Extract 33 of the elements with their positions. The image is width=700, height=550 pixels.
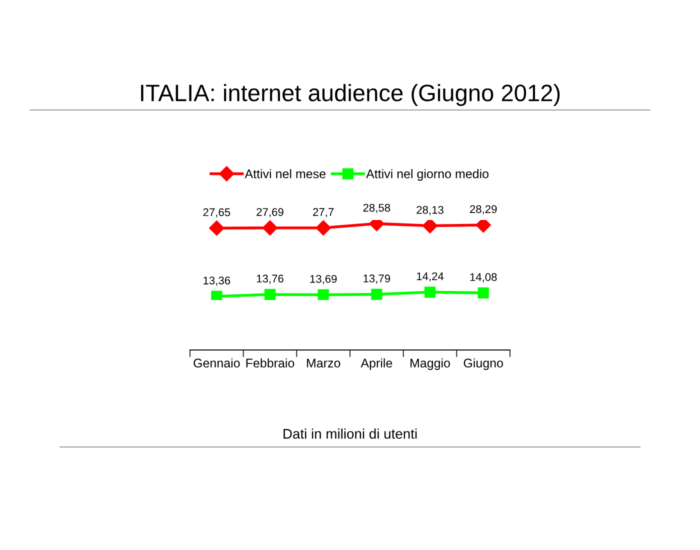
x-tick-label: Aprile bbox=[360, 358, 392, 370]
point bbox=[316, 220, 331, 236]
legend-label: Attivi nel giorno medio bbox=[366, 169, 488, 181]
data-label: 27,69 bbox=[256, 208, 284, 218]
text: Dati in milioni di utenti bbox=[284, 428, 417, 439]
chart-title: ITALIA: internet audience (Giugno 2012) bbox=[141, 84, 560, 106]
data-label: 27,7 bbox=[313, 208, 334, 218]
x-tick-label: Maggio bbox=[410, 358, 450, 370]
point bbox=[422, 220, 438, 234]
x-tick-label: Marzo bbox=[306, 358, 340, 368]
data-label: 28,13 bbox=[416, 206, 444, 216]
point bbox=[211, 290, 222, 300]
legend-label: Attivi nel mese bbox=[244, 169, 326, 178]
point bbox=[318, 289, 329, 300]
point bbox=[478, 287, 489, 298]
point bbox=[424, 286, 436, 298]
data-label: 28,29 bbox=[470, 205, 497, 214]
point bbox=[264, 288, 276, 300]
data-label: 27,65 bbox=[203, 208, 230, 218]
point bbox=[476, 220, 491, 233]
data-label: 13,76 bbox=[256, 274, 284, 284]
data-label: 13,79 bbox=[364, 274, 390, 284]
x-tick-label: Giugno bbox=[464, 358, 503, 370]
x-tick-label: Gennaio bbox=[194, 358, 240, 368]
point bbox=[371, 288, 382, 300]
data-label: 28,58 bbox=[363, 204, 390, 214]
point bbox=[262, 220, 278, 236]
data-label: 14,08 bbox=[470, 273, 497, 282]
data-label: 13,36 bbox=[204, 276, 230, 286]
data-label: 14,24 bbox=[416, 272, 444, 282]
x-tick-label: Febbraio bbox=[246, 358, 294, 368]
point bbox=[209, 220, 224, 236]
data-label: 13,69 bbox=[310, 275, 337, 284]
